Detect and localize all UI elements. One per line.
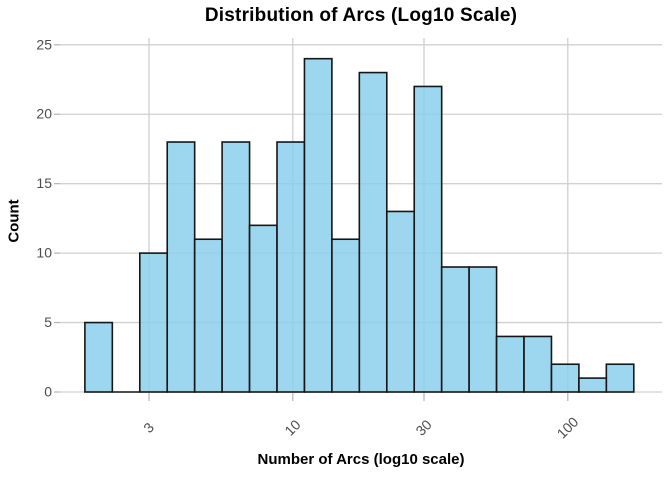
histogram-bar bbox=[221, 141, 251, 393]
y-axis-tick-label: 25 bbox=[36, 36, 52, 52]
histogram-bar bbox=[84, 321, 114, 393]
histogram-bar bbox=[166, 141, 196, 393]
x-axis-tick-label: 30 bbox=[412, 416, 434, 438]
y-axis-tick-label: 0 bbox=[44, 384, 52, 400]
histogram-bar bbox=[193, 238, 223, 393]
histogram-bar bbox=[248, 224, 278, 393]
x-axis-tick-label: 3 bbox=[140, 419, 157, 436]
y-axis-tick-label: 5 bbox=[44, 314, 52, 330]
histogram-bar bbox=[468, 266, 498, 393]
histogram-bar bbox=[358, 71, 388, 393]
histogram-bar bbox=[578, 377, 608, 393]
histogram-bar bbox=[413, 85, 443, 393]
y-axis-tick-label: 15 bbox=[36, 175, 52, 191]
y-axis-tick-label: 10 bbox=[36, 245, 52, 261]
histogram-bar bbox=[138, 252, 169, 393]
x-axis-title: Number of Arcs (log10 scale) bbox=[257, 451, 465, 468]
histogram-bar bbox=[523, 335, 553, 393]
chart-title: Distribution of Arcs (Log10 Scale) bbox=[204, 5, 518, 26]
x-axis-tick-label: 100 bbox=[554, 414, 582, 442]
histogram-bar bbox=[303, 57, 333, 393]
histogram-bar bbox=[385, 210, 416, 393]
histogram-bar bbox=[550, 363, 580, 393]
histogram-bar bbox=[495, 335, 525, 393]
x-axis-tick-label: 10 bbox=[281, 416, 303, 438]
histogram-bar bbox=[605, 363, 635, 393]
histogram-bar bbox=[276, 141, 306, 393]
histogram-bar bbox=[440, 266, 470, 393]
y-axis-tick-label: 20 bbox=[36, 106, 52, 122]
histogram-bar bbox=[331, 238, 361, 393]
